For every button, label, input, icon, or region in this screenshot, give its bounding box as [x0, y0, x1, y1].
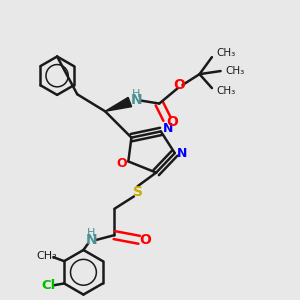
Text: O: O — [140, 233, 151, 247]
Text: CH₃: CH₃ — [37, 250, 58, 261]
Text: N: N — [176, 147, 187, 160]
Text: N: N — [85, 233, 97, 247]
Text: N: N — [163, 122, 173, 135]
Text: CH₃: CH₃ — [217, 48, 236, 58]
Polygon shape — [105, 98, 132, 111]
Text: O: O — [117, 157, 128, 169]
Text: Cl: Cl — [41, 279, 55, 292]
Text: H: H — [87, 228, 95, 238]
Text: H: H — [132, 89, 140, 99]
Text: O: O — [173, 78, 185, 92]
Text: N: N — [130, 94, 142, 107]
Text: CH₃: CH₃ — [217, 86, 236, 96]
Text: O: O — [167, 115, 178, 128]
Text: S: S — [133, 185, 142, 199]
Text: CH₃: CH₃ — [225, 66, 244, 76]
